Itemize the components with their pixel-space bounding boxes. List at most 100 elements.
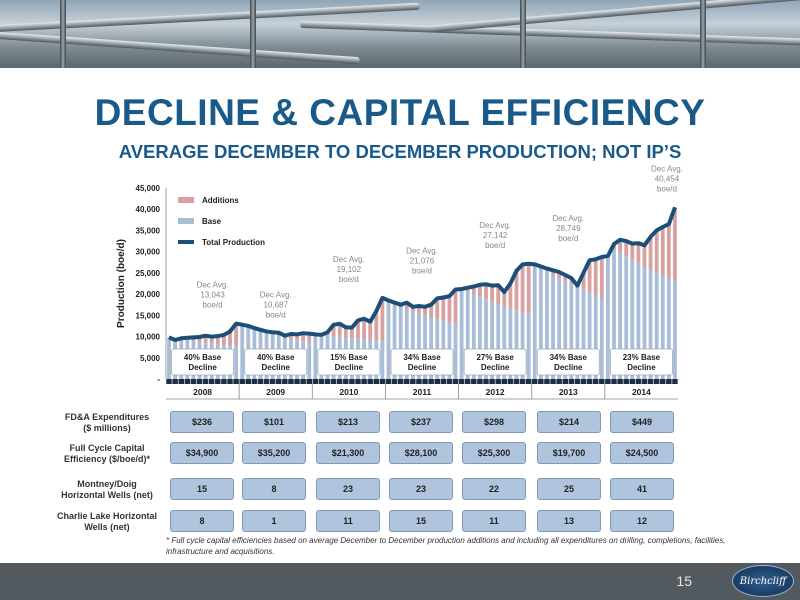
footer-bar: 15 Birchcliff [0, 563, 800, 600]
base-bar [606, 255, 610, 379]
x-tick-label: 2014 [632, 387, 651, 397]
y-tick-label: 45,000 [136, 184, 161, 193]
base-bar [423, 315, 427, 379]
base-bar [587, 292, 592, 379]
header-banner-image [0, 0, 800, 68]
additions-bar [660, 227, 665, 276]
base-bar [478, 296, 482, 379]
additions-bar [557, 272, 562, 279]
decline-label-line1: 15% Base [330, 353, 368, 362]
additions-bar [423, 306, 427, 316]
decline-label-box [244, 348, 308, 376]
additions-bar [642, 245, 647, 267]
base-bar [612, 249, 616, 379]
additions-bar [563, 275, 568, 282]
additions-bar [648, 236, 653, 270]
table-cell: $35,200 [242, 442, 306, 464]
table-cell: $213 [316, 411, 380, 433]
table-cell: $19,700 [537, 442, 601, 464]
table-cell: 22 [462, 478, 526, 500]
page-number: 15 [676, 573, 692, 589]
table-cell: 11 [316, 510, 380, 532]
x-tick-label: 2010 [339, 387, 358, 397]
table-cell: 8 [170, 510, 234, 532]
additions-bar [197, 336, 202, 343]
dec-avg-annotation: boe/d [485, 241, 505, 250]
table-row-label-line: Montney/Doig [77, 479, 137, 489]
x-tick-label: 2013 [559, 387, 578, 397]
decline-label-line2: Decline [554, 363, 583, 372]
dec-avg-annotation: Dec Avg. [406, 247, 438, 256]
base-bar [417, 313, 421, 379]
table-row-label-line: ($ millions) [83, 423, 131, 433]
company-logo: Birchcliff [732, 565, 794, 597]
additions-bar [593, 259, 598, 295]
additions-bar [228, 331, 232, 346]
page-title: DECLINE & CAPITAL EFFICIENCY [94, 92, 706, 133]
base-bar [313, 334, 318, 379]
table-row-label-line: FD&A Expenditures [64, 412, 150, 422]
additions-bar [209, 336, 214, 344]
base-bar [581, 289, 586, 379]
table-cell: 15 [389, 510, 453, 532]
base-bar [648, 269, 653, 379]
additions-bar [654, 230, 659, 273]
table-cell: 1 [242, 510, 306, 532]
table-cell: 11 [462, 510, 526, 532]
table-cell: $236 [170, 411, 234, 433]
dec-avg-annotation: Dec Avg. [197, 281, 229, 290]
table-cell: 15 [170, 478, 234, 500]
x-tick-label: 2012 [486, 387, 505, 397]
base-bar [392, 303, 397, 379]
base-bar [642, 266, 647, 379]
table-cell: 23 [316, 478, 380, 500]
table-row-label: Charlie Lake Horizontal Wells (net) [56, 511, 158, 533]
base-bar [429, 317, 434, 379]
base-bar [404, 308, 409, 379]
y-tick-label: 40,000 [136, 205, 161, 214]
additions-bar [484, 284, 488, 300]
additions-bar [215, 336, 220, 345]
additions-bar [666, 224, 671, 279]
decline-label-line2: Decline [261, 363, 290, 372]
y-axis-label: Production (boe/d) [116, 239, 127, 328]
dec-avg-annotation: boe/d [339, 275, 359, 284]
additions-bar [337, 323, 342, 337]
legend-label: Total Production [202, 238, 265, 247]
additions-bar [520, 264, 525, 312]
table-row-label-line: Wells (net) [84, 522, 130, 532]
additions-bar [307, 333, 312, 343]
decline-label-box [317, 348, 381, 376]
y-tick-label: 15,000 [136, 311, 161, 320]
dec-avg-annotation: 21,076 [410, 257, 435, 266]
additions-bar [496, 285, 501, 304]
table-row-label-line: Charlie Lake Horizontal [56, 511, 158, 521]
additions-bar [490, 285, 494, 302]
dec-avg-annotation: 27,142 [483, 231, 508, 240]
base-bar [410, 311, 415, 379]
base-bar [557, 278, 562, 379]
additions-bar [599, 256, 604, 298]
additions-bar [435, 298, 440, 320]
decline-label-line2: Decline [335, 363, 364, 372]
additions-bar [374, 311, 379, 340]
legend-label: Base [202, 217, 222, 226]
base-bar [551, 275, 555, 379]
base-bar [471, 294, 476, 379]
dec-avg-annotation: boe/d [412, 267, 432, 276]
dec-avg-annotation: Dec Avg. [552, 214, 584, 223]
decline-label-line2: Decline [627, 363, 656, 372]
additions-bar [343, 327, 348, 338]
decline-label-line1: 23% Base [623, 353, 661, 362]
legend-swatch-additions [178, 197, 194, 203]
table-cell: $214 [537, 411, 601, 433]
additions-bar [380, 297, 385, 341]
base-bar [167, 337, 171, 379]
decline-label-line2: Decline [188, 363, 217, 372]
additions-bar [417, 305, 421, 314]
additions-bar [581, 272, 586, 290]
base-bar [380, 340, 385, 379]
table-cell: $449 [610, 411, 674, 433]
base-bar [502, 305, 507, 379]
base-bar [520, 311, 525, 379]
